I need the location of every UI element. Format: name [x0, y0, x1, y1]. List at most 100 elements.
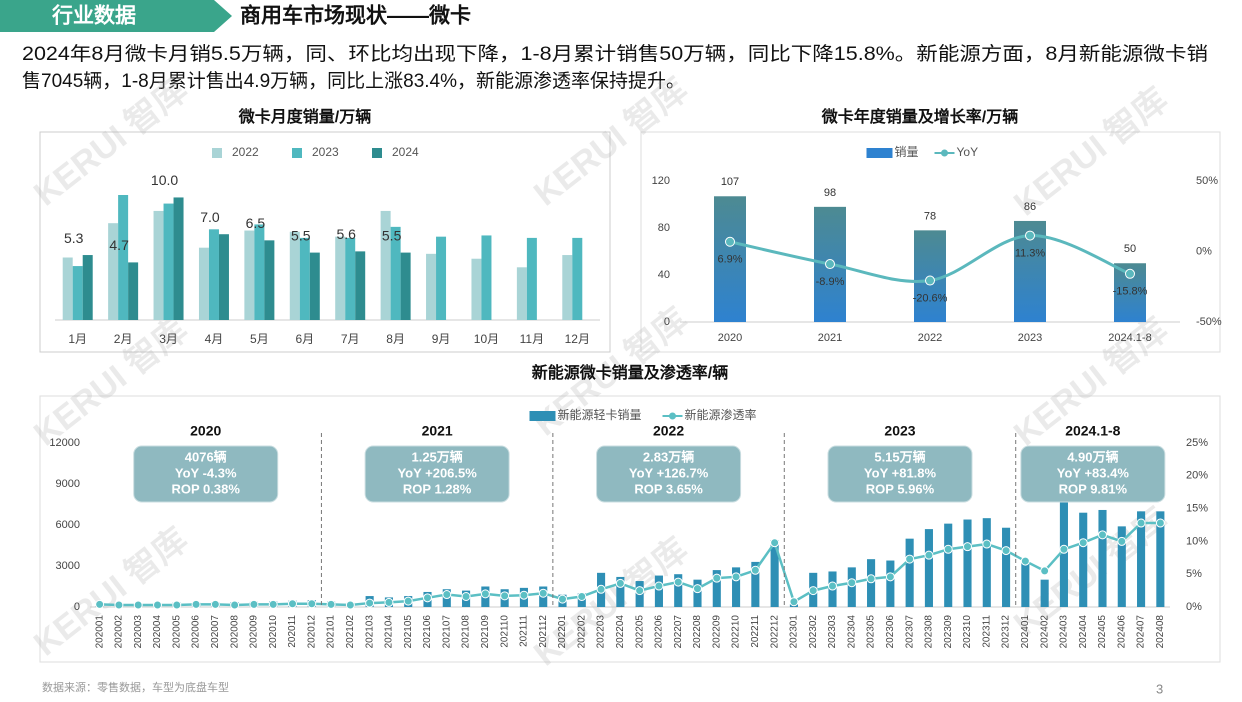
bar: [72, 266, 83, 320]
x-tick-label: 202110: [499, 615, 510, 648]
point: [963, 542, 972, 552]
y2-tick-label: 10%: [1186, 535, 1208, 547]
point: [326, 599, 336, 609]
x-tick-label: 2022: [918, 332, 942, 344]
watermark: KERUI 智库: [27, 71, 195, 214]
header-tag-bg: [0, 0, 232, 32]
point: [712, 573, 722, 583]
x-tick-label: 10月: [474, 332, 499, 346]
x-tick-label: 9月: [432, 332, 451, 346]
bar: [886, 560, 895, 607]
point: [825, 259, 835, 270]
x-tick-label: 202210: [731, 615, 742, 649]
bar: [355, 251, 366, 320]
point: [654, 581, 664, 591]
bar: [173, 197, 184, 320]
segment-text: YoY -4.3%: [175, 465, 237, 480]
bar: [108, 223, 119, 320]
x-tick-label: 202012: [306, 615, 317, 649]
point: [1117, 536, 1127, 546]
bar: [572, 237, 583, 320]
point: [95, 599, 105, 609]
point: [885, 572, 895, 582]
point: [866, 574, 876, 584]
point: [1001, 546, 1011, 556]
bar: [1117, 526, 1126, 607]
data-label: 10.0: [151, 172, 178, 188]
segment-text: YoY +83.4%: [1057, 465, 1130, 480]
bar: [526, 237, 537, 320]
watermark: KERUI 智库: [27, 521, 195, 664]
bar: [751, 561, 760, 607]
x-tick-label: 202407: [1136, 615, 1147, 649]
legend-label: 新能源渗透率: [685, 407, 757, 422]
x-tick-label: 202406: [1116, 615, 1127, 649]
data-label: 5.5: [291, 227, 311, 243]
point: [288, 599, 297, 609]
segment-text: ROP 0.38%: [172, 481, 241, 496]
data-label: 86: [1024, 201, 1036, 213]
point: [673, 577, 683, 587]
point: [731, 572, 741, 582]
bar: [516, 267, 527, 320]
bar: [264, 240, 275, 320]
x-tick-label: 12月: [565, 332, 590, 346]
bar: [153, 210, 164, 320]
bar: [254, 224, 265, 320]
x-tick-label: 202104: [384, 615, 395, 649]
summary-line: 售7045辆，1-8月累计售出4.9万辆，同比上涨83.4%，新能源渗透率保持提…: [22, 70, 685, 92]
bar: [163, 203, 174, 320]
point: [384, 597, 394, 607]
bar: [82, 255, 93, 320]
point: [789, 597, 799, 607]
point: [191, 599, 201, 609]
panel: [39, 131, 611, 353]
point: [1098, 530, 1107, 540]
x-tick-label: 2024.1-8: [1108, 332, 1151, 344]
point: [558, 594, 567, 604]
bar: [982, 518, 991, 607]
point: [615, 578, 625, 588]
x-tick-label: 202404: [1078, 615, 1089, 649]
point: [519, 590, 529, 600]
point: [1125, 268, 1135, 279]
x-tick-label: 202103: [364, 615, 375, 649]
segment-text: ROP 1.28%: [403, 481, 472, 496]
chart-title: 新能源微卡销量及渗透率/辆: [532, 363, 728, 382]
data-label: 5.6: [336, 226, 356, 242]
y2-tick-label: 20%: [1186, 470, 1208, 482]
x-tick-label: 202002: [114, 615, 125, 649]
point: [442, 590, 452, 600]
x-tick-label: 7月: [341, 332, 360, 346]
data-label: 107: [721, 176, 739, 188]
bar: [62, 257, 73, 320]
data-label: -8.9%: [816, 276, 845, 288]
point: [577, 592, 587, 602]
x-tick-label: 202405: [1097, 615, 1108, 649]
x-tick-label: 202306: [885, 615, 896, 649]
bar: [198, 247, 209, 320]
x-tick-label: 202301: [789, 615, 800, 649]
bar: [218, 234, 229, 320]
point: [1025, 230, 1035, 241]
bar: [770, 540, 779, 607]
x-tick-label: 202203: [596, 615, 607, 649]
bar: [1040, 579, 1049, 607]
segment-text: ROP 9.81%: [1059, 481, 1128, 496]
data-label: 5.5: [382, 227, 402, 243]
point: [1020, 556, 1030, 566]
x-tick-label: 202008: [229, 615, 240, 649]
bar: [345, 237, 356, 320]
x-tick-label: 202402: [1039, 615, 1050, 649]
legend-swatch: [669, 412, 676, 420]
point: [925, 275, 935, 286]
segment-text: ROP 5.96%: [866, 481, 935, 496]
x-tick-label: 8月: [386, 332, 405, 346]
bar: [481, 235, 492, 320]
x-tick-label: 202309: [943, 615, 954, 649]
x-tick-label: 202101: [326, 615, 337, 649]
segment-text: YoY +81.8%: [864, 465, 937, 480]
x-tick-label: 202106: [422, 615, 433, 649]
legend-swatch: [292, 148, 302, 158]
legend-label: 销量: [895, 145, 919, 159]
